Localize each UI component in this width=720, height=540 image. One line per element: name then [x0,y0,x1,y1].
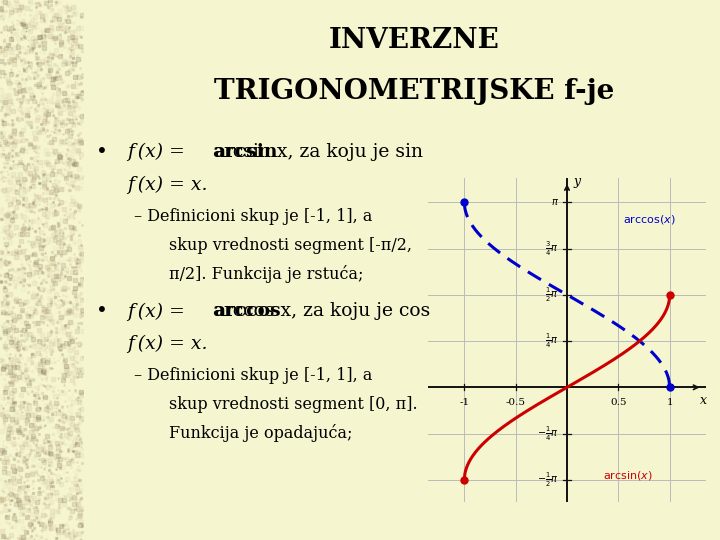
Text: INVERZNE: INVERZNE [329,27,500,54]
Text: skup vrednosti segment [0, π].: skup vrednosti segment [0, π]. [168,396,418,413]
Text: – Definicioni skup je [-1, 1], a: – Definicioni skup je [-1, 1], a [134,367,372,384]
Text: TRIGONOMETRIJSKE f-je: TRIGONOMETRIJSKE f-je [214,78,614,105]
Text: arccos x, za koju je cos: arccos x, za koju je cos [213,302,431,320]
Text: -1: -1 [459,398,469,407]
Text: 1: 1 [666,398,673,407]
Text: skup vrednosti segment [-π/2,: skup vrednosti segment [-π/2, [168,237,412,253]
Text: π/2]. Funkcija je rstuća;: π/2]. Funkcija je rstuća; [168,265,364,282]
Text: f (x) =: f (x) = [127,302,192,321]
Text: arccos: arccos [213,302,281,320]
Text: •: • [96,143,107,162]
Text: Funkcija je opadajuća;: Funkcija je opadajuća; [168,424,352,442]
Text: x: x [700,394,707,407]
Text: $\frac{1}{2}\pi$: $\frac{1}{2}\pi$ [545,286,559,304]
Text: $-\frac{1}{4}\pi$: $-\frac{1}{4}\pi$ [537,424,559,443]
Text: arcsin: arcsin [213,143,278,161]
Text: f (x) = x.: f (x) = x. [127,176,208,194]
Text: $\pi$: $\pi$ [551,197,559,207]
Text: •: • [96,302,107,321]
Text: f (x) =: f (x) = [127,143,192,161]
Text: y: y [573,174,580,187]
Text: $\frac{1}{4}\pi$: $\frac{1}{4}\pi$ [545,332,559,350]
Text: $\frac{3}{4}\pi$: $\frac{3}{4}\pi$ [545,239,559,258]
Text: $-\frac{1}{2}\pi$: $-\frac{1}{2}\pi$ [537,471,559,489]
Text: 0.5: 0.5 [610,398,626,407]
Text: -0.5: -0.5 [505,398,526,407]
Text: f (x) = x.: f (x) = x. [127,335,208,353]
Text: – Definicioni skup je [-1, 1], a: – Definicioni skup je [-1, 1], a [134,208,372,225]
Text: $\mathrm{arcsin}(x)$: $\mathrm{arcsin}(x)$ [603,469,653,482]
Text: arcsin x, za koju je sin: arcsin x, za koju je sin [213,143,423,161]
Text: $\mathrm{arccos}(x)$: $\mathrm{arccos}(x)$ [624,213,676,226]
